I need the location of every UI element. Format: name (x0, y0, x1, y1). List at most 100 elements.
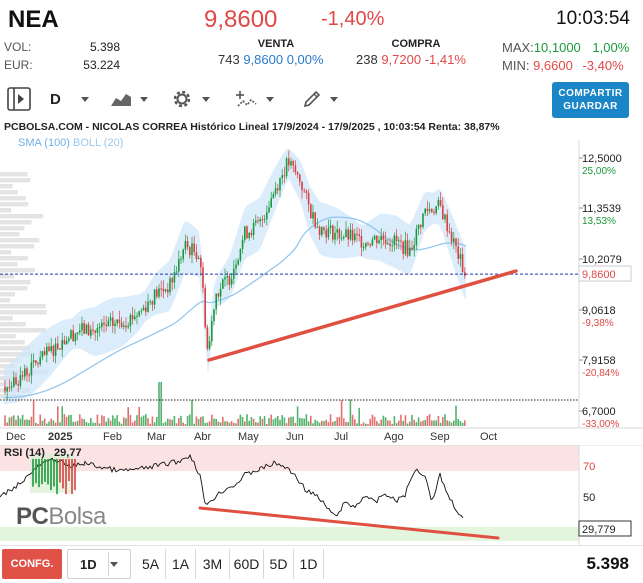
rsi-bar (59, 459, 61, 483)
candle-body (294, 165, 297, 173)
range-60d-button[interactable]: 60D (230, 549, 264, 579)
volume-profile-bar (0, 316, 13, 321)
candle-body (270, 198, 272, 208)
volume-bar (252, 418, 255, 426)
candle-body (98, 326, 101, 329)
candle-body (83, 323, 85, 334)
sell-pct: 0,00% (286, 52, 324, 67)
chevron-down-icon (266, 96, 274, 102)
period-select[interactable]: 1D (67, 549, 131, 579)
candle-body (70, 330, 72, 339)
interval-dropdown[interactable]: D (50, 86, 89, 112)
candle-body (186, 241, 189, 247)
volume-bar (98, 423, 101, 426)
volume-bar (54, 422, 57, 426)
candle-body (248, 232, 250, 238)
range-5d-button[interactable]: 5D (264, 549, 294, 579)
volume-bar (314, 419, 316, 426)
indicators-dropdown[interactable] (236, 86, 274, 112)
volume-bar (360, 424, 363, 426)
config-button[interactable]: CONFG. (2, 549, 62, 579)
volume-profile-bar (0, 250, 12, 255)
candle-body (426, 208, 429, 212)
month-label: Ago (384, 431, 404, 443)
volume-bar (464, 420, 466, 426)
volume-bar (145, 414, 147, 426)
price-chart[interactable]: 12,500025,00%11,353913,53%10,20792,07%9,… (0, 120, 643, 445)
candle-body (43, 351, 46, 355)
volume-bar (270, 414, 272, 426)
logo-pc: PC (16, 503, 49, 530)
candle-body (420, 224, 422, 227)
volume-bar (241, 416, 244, 426)
rsi-bar (38, 459, 40, 488)
range-1d-button[interactable]: 1D (294, 549, 324, 579)
volume-bar (63, 414, 66, 426)
candle-body (103, 322, 105, 325)
settings-dropdown[interactable] (170, 86, 210, 112)
candle-body (140, 310, 143, 312)
volume-bar (235, 423, 237, 426)
draw-tools-dropdown[interactable] (302, 86, 338, 112)
volume-profile-bar (0, 256, 28, 261)
share-save-button[interactable]: COMPARTIR GUARDAR (552, 82, 629, 118)
volume-bar (428, 414, 431, 426)
volume-bar (373, 416, 376, 426)
range-3m-button[interactable]: 3M (196, 549, 230, 579)
volume-bar (197, 418, 200, 426)
volume-bar (186, 415, 189, 426)
volume-profile-bar (0, 184, 13, 189)
euro-value: 53.224 (83, 58, 120, 72)
volume-bar (184, 423, 187, 426)
volume-profile-bar (0, 304, 46, 309)
rsi-bar (50, 459, 52, 491)
rsi-panel[interactable]: 70 50 29,779 RSI (14) 29,77 PCBolsa (0, 445, 643, 545)
volume-profile-bar (0, 346, 30, 351)
buy-price: 9,7200 (381, 52, 422, 67)
candle-body (134, 316, 136, 320)
candle-body (160, 288, 162, 290)
volume-bar (279, 419, 281, 426)
candle-body (15, 377, 17, 385)
volume-profile-bar (0, 274, 15, 279)
volume-bar (167, 418, 169, 426)
chevron-down-icon (80, 96, 89, 102)
toggle-panel-button[interactable] (6, 86, 32, 112)
candle-body (10, 386, 13, 388)
candle-body (197, 257, 200, 259)
candle-body (406, 240, 409, 256)
volume-bar (365, 423, 367, 426)
volume-bar (30, 416, 33, 426)
candle-body (114, 323, 116, 326)
candle-body (184, 241, 187, 250)
volume-bar (248, 420, 250, 426)
volume-bar (125, 418, 127, 426)
volume-bar (160, 382, 162, 426)
price-tick-label: 7,9158 (582, 355, 616, 367)
volume-bar (389, 420, 391, 426)
candle-body (252, 222, 255, 236)
range-1a-button[interactable]: 1A (166, 549, 196, 579)
volume-bar (384, 417, 387, 426)
volume-bar (371, 414, 374, 426)
candle-body (266, 212, 268, 220)
chart-type-dropdown[interactable] (110, 86, 148, 112)
volume-bar (149, 423, 151, 426)
candle-body (439, 200, 442, 206)
candle-body (371, 239, 374, 246)
price-tick-label: 9,0618 (582, 305, 616, 317)
volume-bar (83, 419, 85, 426)
sell-quote: VENTA 743 9,8600 0,00% (218, 38, 334, 67)
candle-body (373, 235, 376, 240)
candle-body (87, 324, 90, 336)
volume-bar (173, 415, 176, 426)
volume-profile-bar (0, 202, 29, 207)
candle-body (151, 301, 154, 305)
volume-bar (413, 419, 415, 426)
candle-body (323, 227, 325, 230)
volume-bar (105, 421, 107, 426)
volume-bar (19, 418, 22, 426)
candle-body (30, 362, 33, 376)
range-5a-button[interactable]: 5A (136, 549, 166, 579)
period-value: 1D (80, 557, 97, 572)
